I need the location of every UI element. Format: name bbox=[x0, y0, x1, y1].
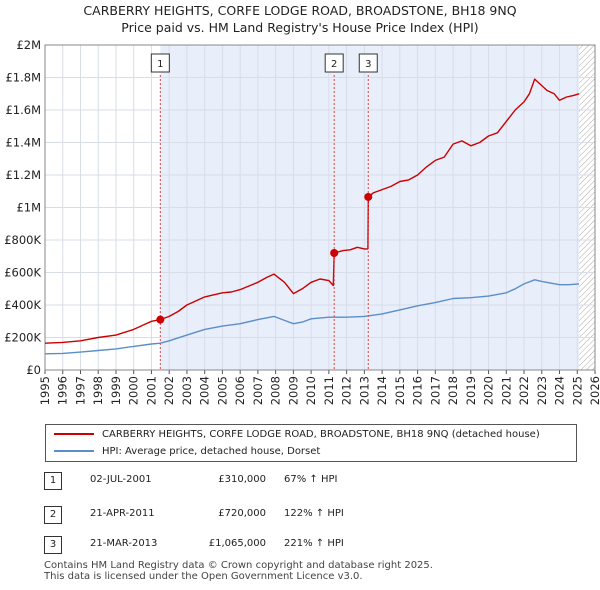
x-tick-label: 1997 bbox=[73, 376, 87, 405]
sale-label: 1 bbox=[157, 59, 163, 70]
sale-price: £1,065,000 bbox=[208, 538, 266, 549]
x-tick-label: 2012 bbox=[340, 376, 354, 405]
sale-point bbox=[330, 249, 339, 257]
y-tick-label: £400K bbox=[4, 298, 41, 312]
title-line-2: Price paid vs. HM Land Registry's House … bbox=[121, 20, 479, 35]
y-tick-label: £1.4M bbox=[5, 136, 41, 150]
sale-label-box bbox=[150, 53, 170, 73]
x-tick-label: 2000 bbox=[127, 376, 141, 405]
x-tick-label: 2002 bbox=[162, 376, 176, 405]
y-tick-label: £2M bbox=[16, 38, 41, 52]
x-tick-label: 2001 bbox=[144, 376, 158, 405]
x-tick-label: 1999 bbox=[109, 376, 123, 405]
x-tick-label: 2015 bbox=[393, 376, 407, 405]
x-tick-label: 2024 bbox=[553, 376, 567, 405]
footer: Contains HM Land Registry data © Crown c… bbox=[44, 560, 433, 582]
x-tick-label: 2010 bbox=[304, 376, 318, 405]
y-tick-label: £1.6M bbox=[5, 103, 41, 117]
sale-price: £720,000 bbox=[218, 508, 266, 519]
y-tick-label: £600K bbox=[4, 266, 41, 280]
x-tick-label: 2025 bbox=[570, 376, 584, 405]
x-tick-label: 2011 bbox=[322, 376, 336, 405]
x-tick-label: 2005 bbox=[215, 376, 229, 405]
plot-border bbox=[44, 44, 596, 371]
x-tick-label: 2014 bbox=[375, 376, 389, 405]
x-tick-label: 2009 bbox=[286, 376, 300, 405]
legend-swatch-property bbox=[54, 433, 94, 435]
legend-label-hpi: HPI: Average price, detached house, Dors… bbox=[102, 446, 321, 457]
sale-price: £310,000 bbox=[218, 474, 266, 485]
legend: CARBERRY HEIGHTS, CORFE LODGE ROAD, BROA… bbox=[45, 424, 577, 462]
sale-hpi-change: 122% ↑ HPI bbox=[284, 508, 344, 519]
x-tick-label: 2026 bbox=[588, 376, 600, 405]
x-tick-label: 2003 bbox=[180, 376, 194, 405]
x-tick-label: 2017 bbox=[428, 376, 442, 405]
hpi-line bbox=[44, 279, 580, 355]
sale-number-badge: 2 bbox=[44, 506, 62, 524]
x-tick-label: 1998 bbox=[91, 376, 105, 405]
title-line-1: CARBERRY HEIGHTS, CORFE LODGE ROAD, BROA… bbox=[83, 3, 517, 18]
x-tick-label: 2004 bbox=[198, 376, 212, 405]
sale-label: 2 bbox=[331, 59, 337, 70]
x-tick-label: 2022 bbox=[517, 376, 531, 405]
y-tick-label: £1.8M bbox=[5, 71, 41, 85]
sale-label-box bbox=[358, 53, 378, 73]
sale-row: 1 02-JUL-2001 £310,000 67% ↑ HPI bbox=[44, 472, 464, 492]
x-tick-label: 1995 bbox=[38, 376, 52, 405]
footer-line-2: This data is licensed under the Open Gov… bbox=[44, 571, 363, 582]
x-tick-label: 2023 bbox=[535, 376, 549, 405]
x-tick-label: 2007 bbox=[251, 376, 265, 405]
sale-row: 2 21-APR-2011 £720,000 122% ↑ HPI bbox=[44, 506, 464, 526]
x-tick-label: 2021 bbox=[499, 376, 513, 405]
x-tick-label: 2019 bbox=[464, 376, 478, 405]
sale-point bbox=[156, 315, 165, 324]
property-price-line bbox=[44, 78, 580, 344]
y-tick-label: £800K bbox=[4, 233, 41, 247]
legend-label-property: CARBERRY HEIGHTS, CORFE LODGE ROAD, BROA… bbox=[102, 429, 540, 440]
sale-label: 3 bbox=[365, 59, 371, 70]
y-tick-label: £1M bbox=[16, 201, 41, 215]
sale-number-badge: 1 bbox=[44, 472, 62, 490]
x-tick-label: 2006 bbox=[233, 376, 247, 405]
sale-point bbox=[364, 192, 373, 201]
sale-label-box bbox=[324, 53, 344, 73]
x-tick-label: 2018 bbox=[446, 376, 460, 405]
x-tick-label: 2013 bbox=[357, 376, 371, 405]
sale-hpi-change: 221% ↑ HPI bbox=[284, 538, 344, 549]
sale-row: 3 21-MAR-2013 £1,065,000 221% ↑ HPI bbox=[44, 536, 464, 556]
sale-date: 02-JUL-2001 bbox=[90, 474, 152, 485]
x-tick-label: 2020 bbox=[482, 376, 496, 405]
sale-date: 21-APR-2011 bbox=[90, 508, 155, 519]
sale-hpi-change: 67% ↑ HPI bbox=[284, 474, 338, 485]
x-tick-label: 2016 bbox=[411, 376, 425, 405]
legend-item-property: CARBERRY HEIGHTS, CORFE LODGE ROAD, BROA… bbox=[54, 427, 540, 443]
x-tick-label: 1996 bbox=[56, 376, 70, 405]
chart-title: CARBERRY HEIGHTS, CORFE LODGE ROAD, BROA… bbox=[0, 2, 600, 36]
footer-line-1: Contains HM Land Registry data © Crown c… bbox=[44, 560, 433, 571]
y-tick-label: £200K bbox=[4, 331, 41, 345]
price-chart: £0 £200K £400K £600K £800K £1M £1.2M £1.4M £1.6M… bbox=[4, 38, 600, 405]
y-tick-label: £1.2M bbox=[5, 168, 41, 182]
legend-swatch-hpi bbox=[54, 450, 94, 452]
legend-item-hpi: HPI: Average price, detached house, Dors… bbox=[54, 444, 320, 460]
x-tick-label: 2008 bbox=[269, 376, 283, 405]
y-tick-label: £0 bbox=[26, 363, 41, 377]
sale-number-badge: 3 bbox=[44, 536, 62, 554]
sale-date: 21-MAR-2013 bbox=[90, 538, 158, 549]
